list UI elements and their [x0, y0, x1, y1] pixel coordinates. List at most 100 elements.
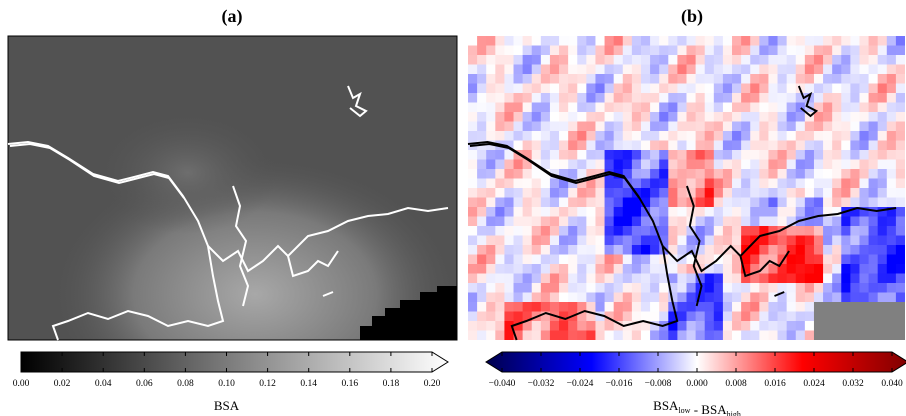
map-cell [631, 169, 642, 179]
map-cell [668, 226, 678, 236]
map-cell [804, 302, 815, 312]
map-cell [568, 188, 578, 198]
map-cell [741, 302, 751, 312]
map-cell [868, 264, 879, 274]
map-cell [850, 264, 860, 274]
map-cell [795, 273, 806, 284]
map-cell [640, 83, 651, 94]
map-cell [640, 55, 651, 65]
map-cell [732, 330, 742, 340]
map-cell [549, 131, 560, 141]
map-cell [540, 264, 551, 274]
map-cell [795, 121, 806, 132]
map-cell [595, 321, 606, 331]
map-cell [859, 93, 870, 103]
map-cell [695, 74, 706, 84]
map-cell [622, 216, 633, 227]
map-cell [577, 283, 587, 293]
map-cell [777, 140, 788, 151]
map-cell [486, 188, 496, 198]
map-cell [631, 330, 642, 340]
map-cell [850, 302, 860, 312]
map-cell [559, 45, 569, 56]
map-cell [677, 311, 687, 322]
colorbar-tick-label: 0.06 [136, 379, 153, 389]
map-cell [877, 283, 888, 293]
colorbar: −0.040 −0.032 −0.024 −0.016 −0.008 0.000 0.008… [485, 351, 906, 416]
map-cell [477, 55, 487, 65]
map-cell [786, 45, 797, 56]
map-cell [577, 302, 587, 312]
map-cell [795, 45, 806, 56]
map-cell [804, 64, 815, 75]
map-cell [586, 112, 596, 122]
map-cell [595, 264, 606, 274]
map-cell [477, 207, 487, 217]
map-cell [868, 83, 879, 94]
map-cell [722, 197, 733, 208]
map-cell [823, 150, 833, 160]
map-cell [468, 226, 478, 236]
coast-segment [347, 85, 368, 118]
map-cell [895, 283, 905, 293]
map-cell [750, 273, 760, 284]
map-cell [677, 197, 687, 208]
map-cell [677, 93, 687, 103]
map-cell [468, 64, 478, 75]
map-cell [559, 102, 569, 113]
map-cell [877, 311, 888, 322]
map-cell [750, 159, 760, 170]
map-cell [768, 264, 779, 274]
map-cell [768, 112, 779, 122]
map-cell [668, 311, 678, 322]
map-cell [659, 292, 669, 303]
map-cell [522, 216, 533, 227]
map-cell [568, 254, 578, 265]
map-cell [841, 45, 851, 56]
map-cell [886, 36, 897, 46]
map-cell [604, 55, 615, 65]
map-cell [613, 150, 624, 160]
map-cell [677, 178, 687, 189]
map-cell [686, 83, 697, 94]
map-cell [741, 83, 751, 94]
map-cell [695, 93, 706, 103]
map-cell [613, 93, 624, 103]
map-cell [513, 197, 524, 208]
map-cell [722, 102, 733, 113]
map-cell [668, 121, 678, 132]
map-cell [640, 112, 651, 122]
map-cell [732, 121, 742, 132]
map-cell [686, 36, 697, 46]
map-cell [832, 178, 842, 189]
map-cell [877, 45, 888, 56]
map-cell [786, 178, 797, 189]
map-cell [813, 169, 824, 179]
map-cell [795, 131, 806, 141]
map-cell [622, 311, 633, 322]
map-cell [886, 74, 897, 84]
map-cell [504, 112, 515, 122]
map-cell [832, 131, 842, 141]
map-cell [823, 197, 833, 208]
map-cell [877, 36, 888, 46]
map-cell [522, 302, 533, 312]
map-cell [577, 207, 587, 217]
map-cell [495, 321, 505, 331]
map-cell [741, 131, 751, 141]
map-cell [768, 188, 779, 198]
map-cell [850, 93, 860, 103]
map-cell [850, 330, 860, 340]
map-cell [540, 169, 551, 179]
map-cell [895, 273, 905, 284]
map-cell [677, 131, 687, 141]
colorbar-tick-label: −0.032 [528, 379, 555, 389]
map-cell [604, 273, 615, 284]
map-cell [522, 83, 533, 94]
colorbar-tick-label: 0.14 [300, 379, 317, 389]
map-cell [759, 112, 769, 122]
map-cell [695, 254, 706, 265]
map-cell [768, 93, 779, 103]
map-cell [732, 264, 742, 274]
map-cell [604, 321, 615, 331]
